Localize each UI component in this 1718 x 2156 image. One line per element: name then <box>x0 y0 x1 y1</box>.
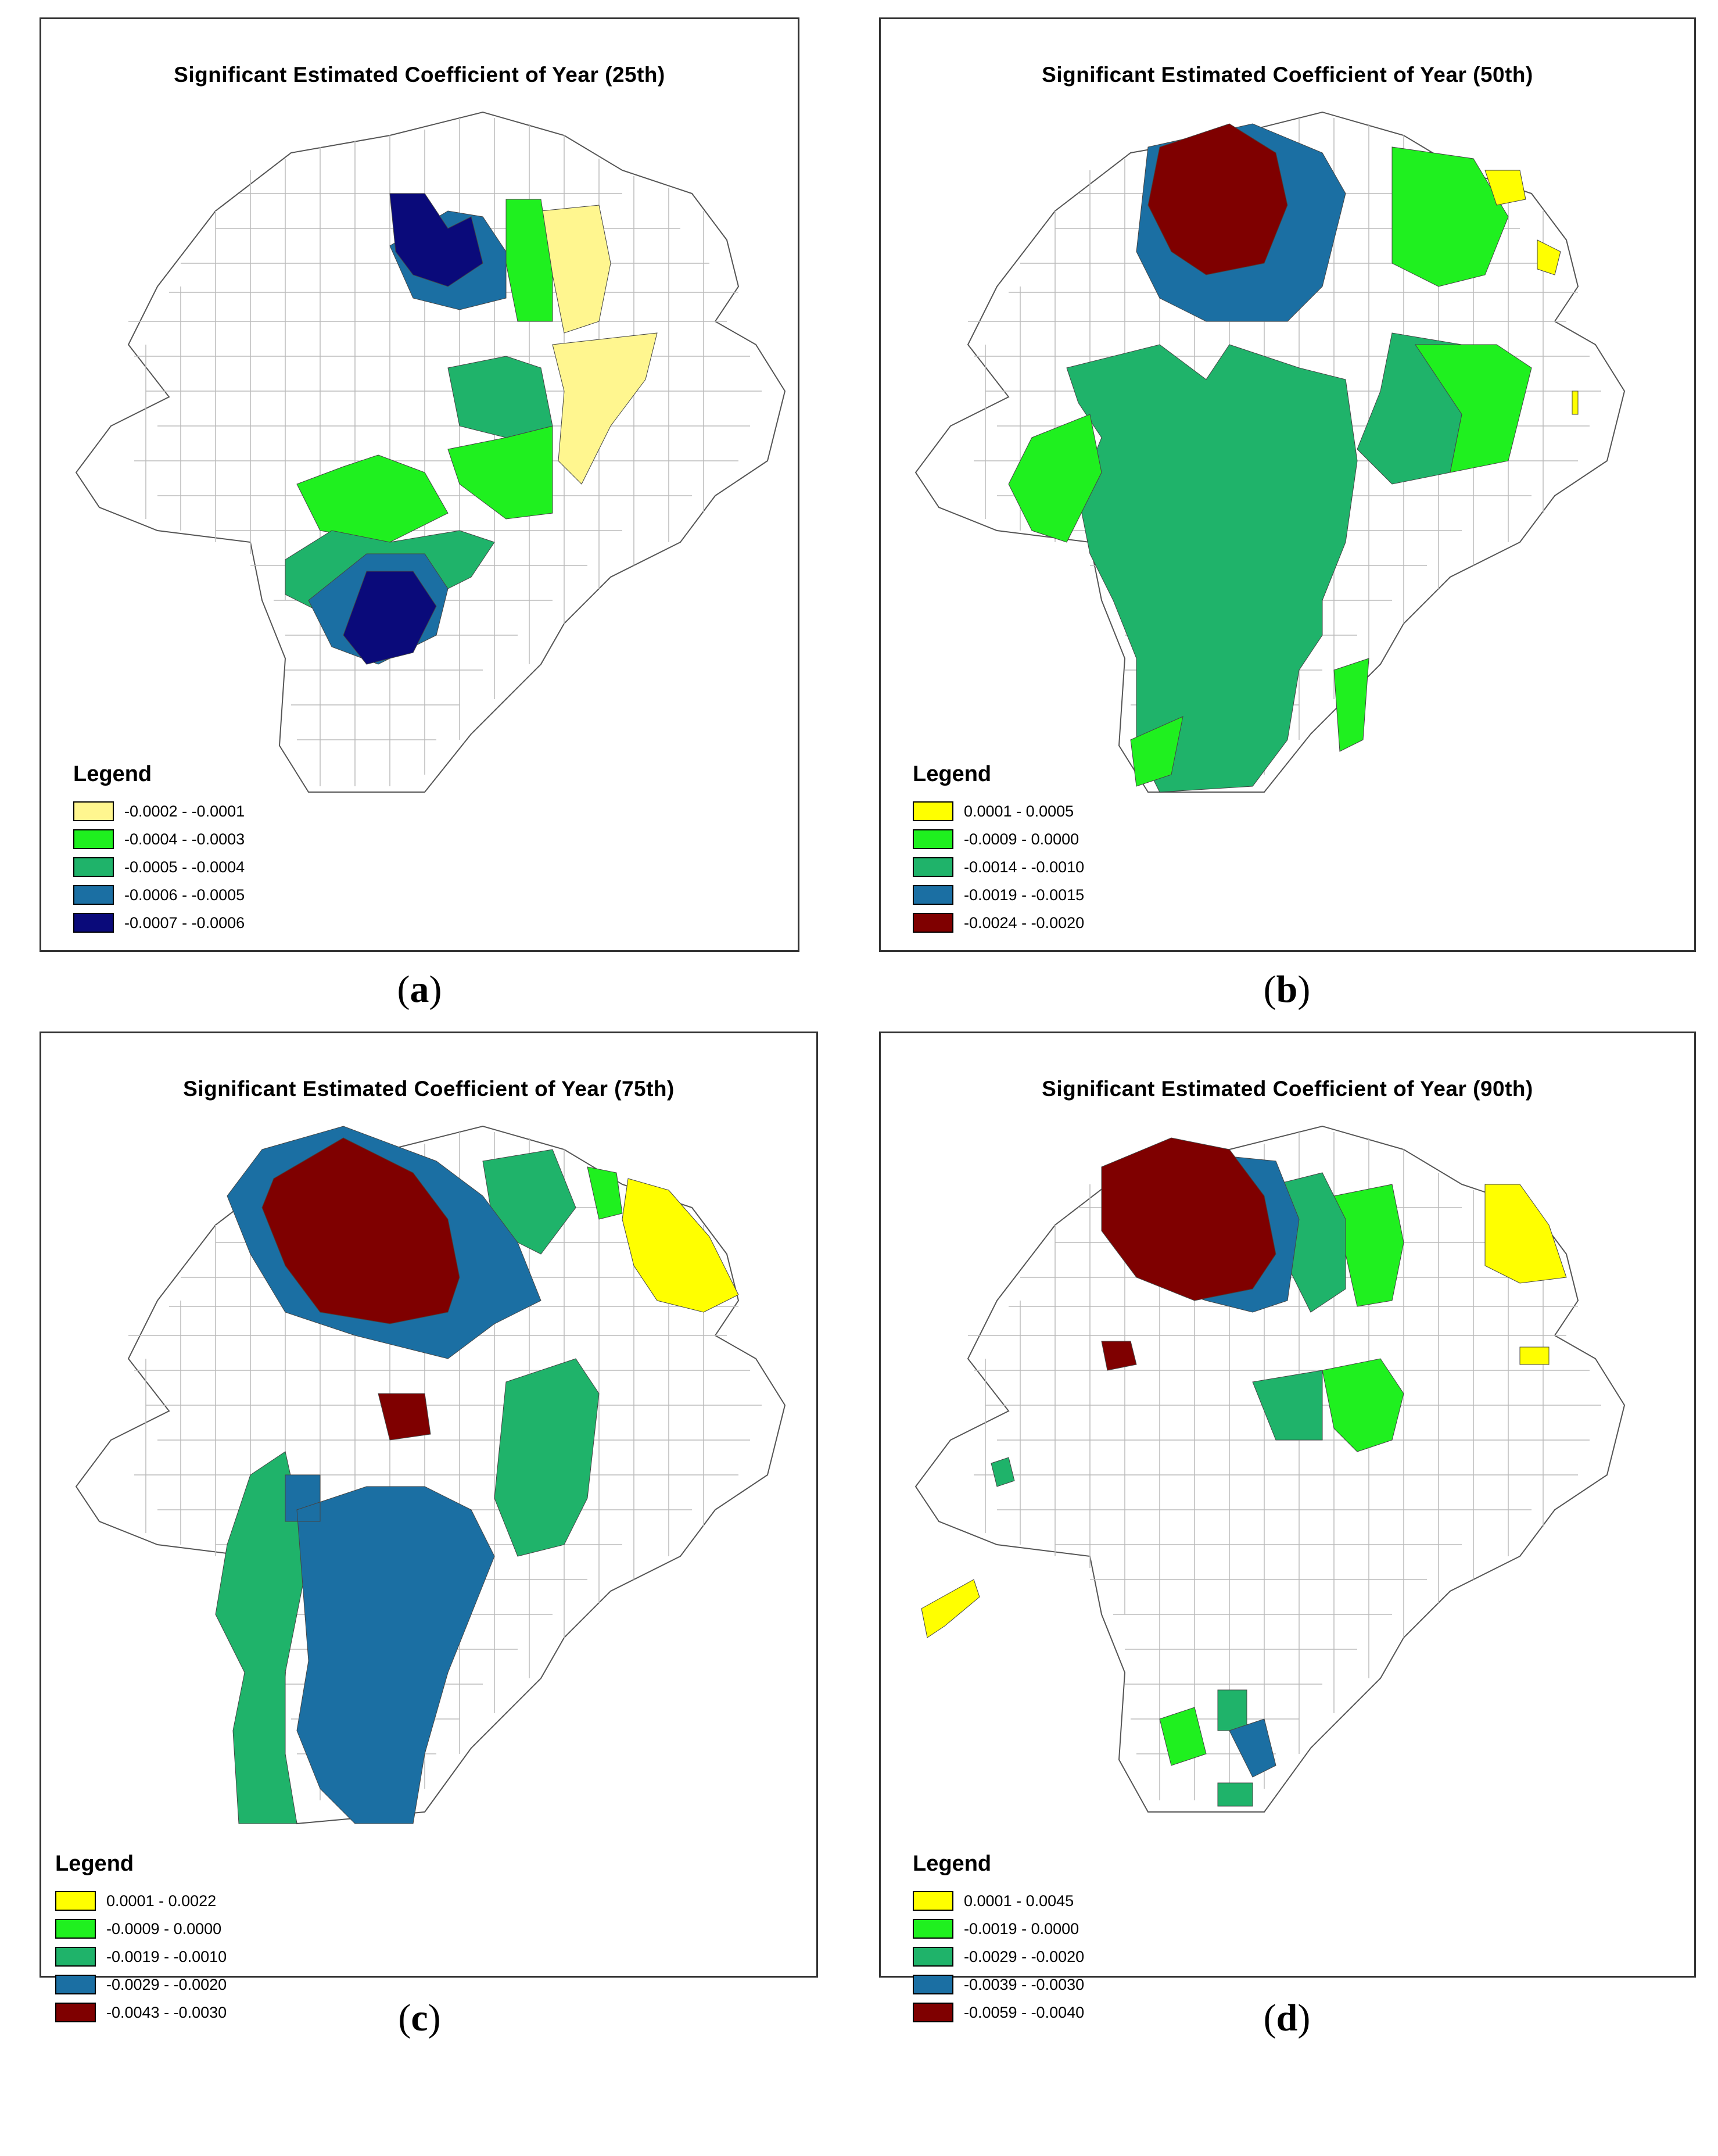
legend-swatch <box>913 1975 953 1994</box>
legend-label: -0.0019 - 0.0000 <box>964 1919 1079 1937</box>
legend-swatch <box>55 1975 96 1994</box>
city-map-c <box>75 1125 786 1825</box>
legend-label: 0.0001 - 0.0045 <box>964 1892 1074 1910</box>
legend-title: Legend <box>913 1851 992 1876</box>
legend-item: 0.0001 - 0.0022 <box>55 1887 227 1915</box>
significant-zones-d <box>921 1137 1567 1807</box>
legend-item: 0.0001 - 0.0005 <box>913 797 1084 825</box>
legend-swatch <box>55 1947 96 1967</box>
legend-item: -0.0009 - 0.0000 <box>913 825 1084 853</box>
legend-item: -0.0005 - -0.0004 <box>73 853 245 881</box>
legend-label: -0.0002 - -0.0001 <box>124 802 245 820</box>
legend-title: Legend <box>55 1851 134 1876</box>
legend-label: -0.0039 - -0.0030 <box>964 1975 1085 1993</box>
caption-a: (a) <box>397 968 442 1011</box>
legend-swatch <box>913 1891 953 1911</box>
legend-label: -0.0024 - -0.0020 <box>964 914 1085 932</box>
legend-item: -0.0059 - -0.0040 <box>913 1999 1084 2026</box>
legend-swatch <box>73 885 114 905</box>
panel-title: Significant Estimated Coefficient of Yea… <box>183 1077 675 1101</box>
legend-label: 0.0001 - 0.0005 <box>964 802 1074 820</box>
legend-label: -0.0029 - -0.0020 <box>106 1975 227 1993</box>
legend-swatch <box>913 857 953 877</box>
significant-zones-c <box>215 1126 739 1824</box>
legend-label: -0.0043 - -0.0030 <box>106 2003 227 2021</box>
legend-item: -0.0019 - -0.0010 <box>55 1943 227 1971</box>
legend-title: Legend <box>913 762 992 786</box>
legend-label: -0.0029 - -0.0020 <box>964 1947 1085 1965</box>
legend-swatch <box>73 857 114 877</box>
legend-swatch <box>913 1919 953 1939</box>
legend-item: -0.0009 - 0.0000 <box>55 1915 227 1943</box>
legend-swatch <box>913 829 953 849</box>
legend-label: 0.0001 - 0.0022 <box>106 1892 217 1910</box>
legend-label: -0.0019 - -0.0010 <box>106 1947 227 1965</box>
panel-title: Significant Estimated Coefficient of Yea… <box>1042 63 1533 87</box>
legend-item: -0.0019 - 0.0000 <box>913 1915 1084 1943</box>
legend-item: -0.0029 - -0.0020 <box>55 1971 227 1999</box>
city-map-a <box>75 111 786 793</box>
significant-zones-b <box>1008 123 1579 793</box>
legend-item: -0.0014 - -0.0010 <box>913 853 1084 881</box>
legend-swatch <box>73 829 114 849</box>
legend-d: Legend 0.0001 - 0.0045 -0.0019 - 0.0000 … <box>913 1851 1084 2026</box>
legend-swatch <box>55 1919 96 1939</box>
legend-b: Legend 0.0001 - 0.0005 -0.0009 - 0.0000 … <box>913 762 1084 937</box>
legend-item: -0.0039 - -0.0030 <box>913 1971 1084 1999</box>
city-boundary <box>914 1125 1626 1813</box>
legend-label: -0.0019 - -0.0015 <box>964 886 1085 904</box>
legend-label: -0.0006 - -0.0005 <box>124 886 245 904</box>
caption-b: (b) <box>1263 968 1311 1011</box>
city-map-b <box>914 111 1626 793</box>
city-boundary <box>75 111 786 793</box>
caption-c: (c) <box>398 1997 441 2039</box>
map-panel-c: Significant Estimated Coefficient of Yea… <box>40 1032 818 2022</box>
legend-item: -0.0007 - -0.0006 <box>73 909 245 937</box>
legend-item: -0.0004 - -0.0003 <box>73 825 245 853</box>
legend-label: -0.0004 - -0.0003 <box>124 830 245 848</box>
legend-item: -0.0024 - -0.0020 <box>913 909 1084 937</box>
legend-swatch <box>55 1891 96 1911</box>
legend-label: -0.0007 - -0.0006 <box>124 914 245 932</box>
legend-a: Legend -0.0002 - -0.0001 -0.0004 - -0.00… <box>73 762 245 937</box>
legend-label: -0.0014 - -0.0010 <box>964 858 1085 876</box>
legend-item: -0.0029 - -0.0020 <box>913 1943 1084 1971</box>
legend-item: -0.0002 - -0.0001 <box>73 797 245 825</box>
significant-zones-a <box>285 193 658 665</box>
legend-swatch <box>73 801 114 821</box>
city-map-d <box>914 1125 1626 1813</box>
legend-label: -0.0005 - -0.0004 <box>124 858 245 876</box>
legend-swatch <box>55 2003 96 2022</box>
map-panel-d: Significant Estimated Coefficient of Yea… <box>879 1032 1696 2022</box>
panel-title: Significant Estimated Coefficient of Yea… <box>1042 1077 1533 1101</box>
legend-label: -0.0009 - 0.0000 <box>106 1919 222 1937</box>
legend-item: -0.0043 - -0.0030 <box>55 1999 227 2026</box>
legend-item: -0.0019 - -0.0015 <box>913 881 1084 909</box>
legend-label: -0.0009 - 0.0000 <box>964 830 1079 848</box>
legend-item: 0.0001 - 0.0045 <box>913 1887 1084 1915</box>
legend-label: -0.0059 - -0.0040 <box>964 2003 1085 2021</box>
legend-swatch <box>913 801 953 821</box>
legend-swatch <box>913 2003 953 2022</box>
map-panel-b: Significant Estimated Coefficient of Yea… <box>879 17 1696 952</box>
map-panel-a: Significant Estimated Coefficient of Yea… <box>40 17 799 952</box>
legend-title: Legend <box>73 762 152 786</box>
caption-d: (d) <box>1263 1997 1311 2039</box>
legend-swatch <box>913 1947 953 1967</box>
legend-item: -0.0006 - -0.0005 <box>73 881 245 909</box>
legend-swatch <box>913 885 953 905</box>
panel-title: Significant Estimated Coefficient of Yea… <box>174 63 665 87</box>
legend-swatch <box>73 913 114 933</box>
legend-c: Legend 0.0001 - 0.0022 -0.0009 - 0.0000 … <box>55 1851 227 2026</box>
legend-swatch <box>913 913 953 933</box>
